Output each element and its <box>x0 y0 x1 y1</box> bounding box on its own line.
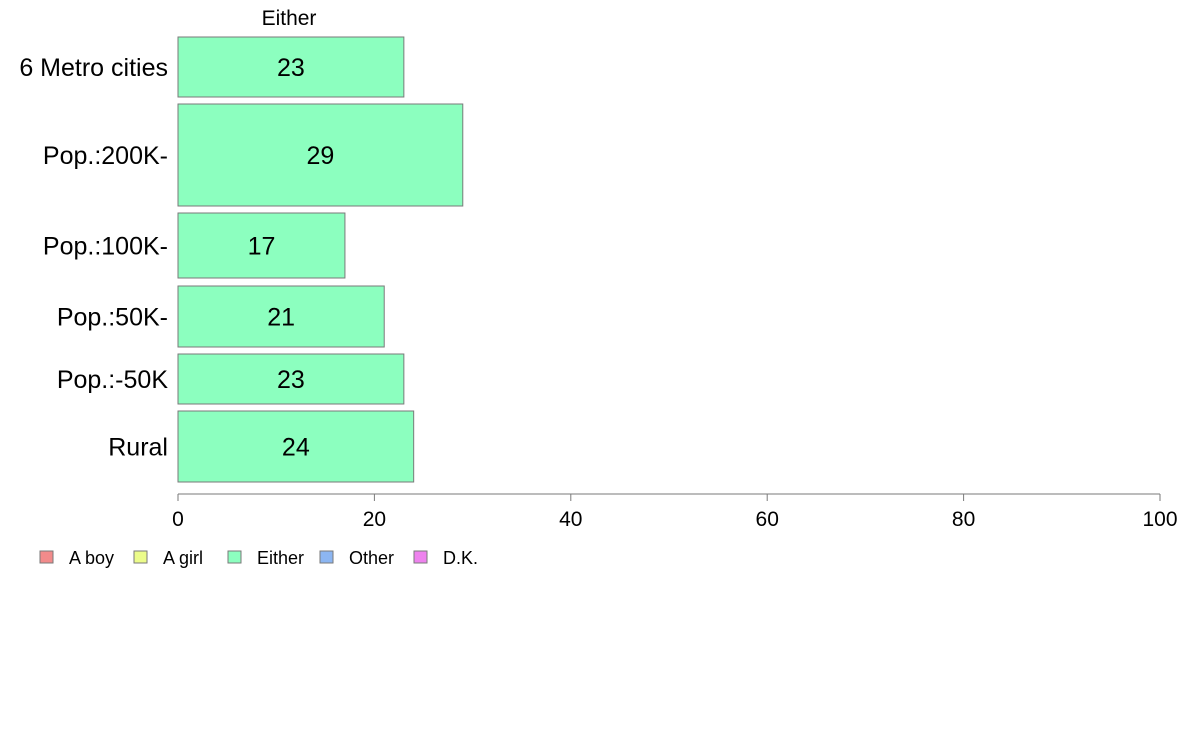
x-tick-label: 100 <box>1142 508 1177 531</box>
x-tick-label: 40 <box>559 508 582 531</box>
bar-value-label: 23 <box>277 54 305 82</box>
legend-label[interactable]: A boy <box>69 548 114 568</box>
legend-label[interactable]: A girl <box>163 548 203 568</box>
category-label: Pop.:50K- <box>57 304 168 332</box>
legend-swatch[interactable] <box>227 550 242 564</box>
bar-value-label: 29 <box>306 142 334 170</box>
bar-value-label: 23 <box>277 366 305 394</box>
legend-label[interactable]: D.K. <box>443 548 478 568</box>
legend-label[interactable]: Either <box>257 548 304 568</box>
bar <box>177 353 405 405</box>
category-label: Rural <box>108 434 168 462</box>
bar <box>177 103 464 207</box>
bar <box>177 36 405 98</box>
legend-swatch[interactable] <box>39 550 54 564</box>
x-tick-label: 80 <box>952 508 975 531</box>
bar <box>177 285 385 348</box>
bar-value-label: 21 <box>267 304 295 332</box>
x-tick-label: 0 <box>172 508 184 531</box>
category-label: Pop.:200K- <box>43 142 168 170</box>
category-label: 6 Metro cities <box>19 54 168 82</box>
bar <box>177 212 346 279</box>
legend[interactable]: A boy A girl Either Other D.K. <box>39 548 478 568</box>
bars: 23 6 Metro cities 29 Pop.:200K- 17 Pop.:100K-… <box>19 36 464 483</box>
x-axis: 0 20 40 60 80 100 <box>172 493 1178 531</box>
category-label: Pop.:100K- <box>43 233 168 261</box>
category-label: Pop.:-50K <box>57 366 169 394</box>
legend-label[interactable]: Other <box>349 548 394 568</box>
panel-title: Either <box>262 7 317 30</box>
bar <box>177 410 415 483</box>
legend-swatch[interactable] <box>319 550 334 564</box>
x-tick-label: 60 <box>756 508 779 531</box>
bar-value-label: 24 <box>282 434 310 462</box>
legend-swatch[interactable] <box>133 550 148 564</box>
bar-value-label: 17 <box>248 233 276 261</box>
legend-swatch[interactable] <box>413 550 428 564</box>
x-tick-label: 20 <box>363 508 386 531</box>
